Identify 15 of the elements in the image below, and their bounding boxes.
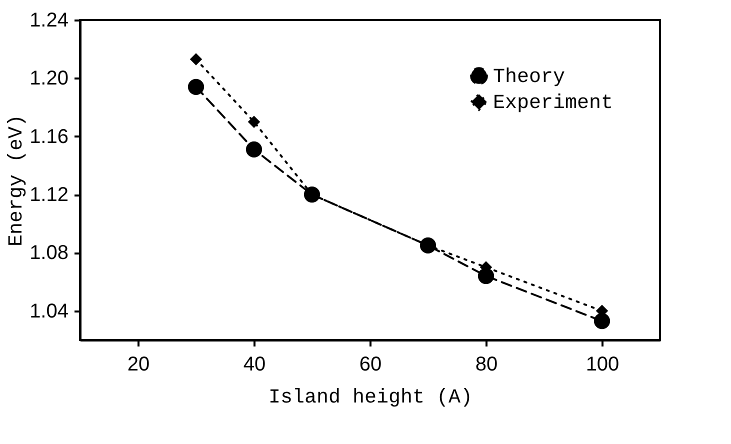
y-tick-label: 1.16 (30, 126, 68, 148)
y-tick-label: 1.04 (30, 300, 68, 322)
y-tick-label: 1.20 (30, 68, 68, 90)
legend-label: Experiment (493, 92, 614, 115)
x-tick-label: 20 (127, 354, 150, 376)
x-tick-label: 40 (243, 354, 266, 376)
y-tick-label: 1.08 (30, 242, 68, 264)
x-tick-label: 60 (359, 354, 382, 376)
x-tick-label: 100 (586, 354, 620, 376)
x-axis-title: Island height (A) (268, 386, 473, 410)
legend-label: Theory (493, 66, 566, 89)
x-tick-label: 80 (475, 354, 498, 376)
y-tick-label: 1.24 (30, 10, 68, 32)
y-tick-label: 1.12 (30, 184, 68, 206)
y-axis-title: Energy (eV) (6, 114, 29, 247)
